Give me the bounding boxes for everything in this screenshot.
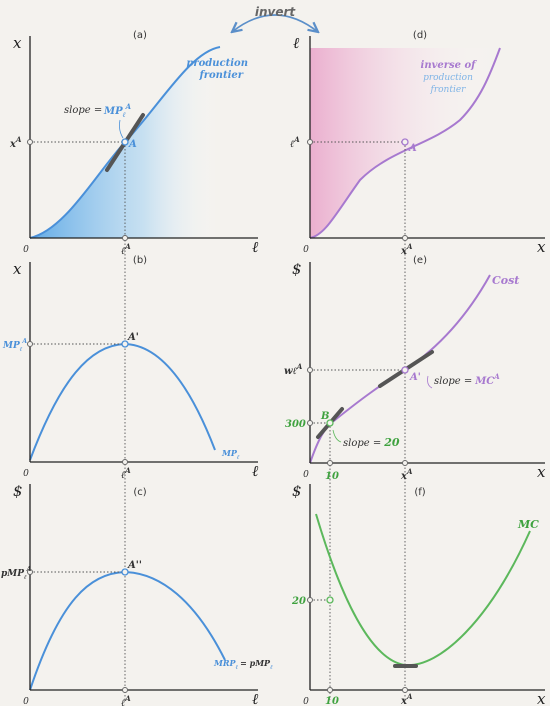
mp-curve-label: MPℓ — [221, 448, 240, 461]
panel-c-label: (c) — [133, 487, 146, 498]
point-d-marker — [402, 139, 408, 145]
panel-b-origin: 0 — [23, 469, 29, 479]
panel-e-x-tick-10-label: 10 — [325, 471, 339, 482]
point-e-a-prime-label: A' — [409, 372, 421, 383]
panel-e-x-tick-xa-label: xA — [400, 467, 413, 482]
panel-e-y-tick-300 — [308, 421, 313, 426]
panel-f-x-tick-10 — [328, 688, 333, 693]
panel-a-origin: 0 — [23, 245, 29, 255]
panel-a-y-axis-label: x — [13, 34, 22, 52]
panel-a-x-axis-label: ℓ — [252, 238, 258, 256]
panel-e-x-axis-label: x — [537, 463, 546, 481]
invert-label: invert — [255, 5, 297, 19]
cost-curve — [310, 275, 490, 463]
point-d-label: A — [408, 143, 417, 154]
panel-f-label: (f) — [414, 487, 425, 498]
panel-a-label: (a) — [133, 30, 147, 41]
panel-c-y-axis-label: $ — [13, 482, 23, 500]
panel-f-x-tick-xa-label: xA — [400, 692, 413, 706]
panel-c-x-tick — [123, 688, 128, 693]
panel-d-y-axis-label: ℓ — [293, 34, 299, 52]
panel-c-origin: 0 — [23, 697, 29, 706]
point-a-prime-label: A' — [127, 332, 139, 343]
panel-d-label: (d) — [413, 30, 427, 41]
panel-b-y-tick-label: MPℓA — [2, 338, 27, 353]
panel-f-x-axis-label: x — [537, 690, 546, 706]
slope-a-pointer — [119, 120, 123, 138]
slope-a-prime-pointer — [428, 376, 433, 388]
mp-curve — [30, 344, 215, 460]
panel-e-label: (e) — [413, 255, 427, 266]
panel-e-y-tick-300-label: 300 — [285, 419, 306, 430]
cost-curve-label: Cost — [492, 274, 519, 287]
production-frontier-label-2: frontier — [198, 70, 243, 81]
mc-curve — [316, 514, 530, 665]
panel-a: x ℓ (a) 0 production frontier slope = MP… — [9, 30, 258, 700]
panel-f: $ x (f) 0 MC 20 10 xA — [291, 482, 546, 706]
panel-d-y-tick — [308, 140, 313, 145]
panel-e-x-tick-xa — [403, 461, 408, 466]
panel-b-y-tick — [28, 342, 33, 347]
panel-f-x-tick-10-label: 10 — [325, 696, 339, 706]
panel-e-x-tick-10 — [328, 461, 333, 466]
panel-e: $ x (e) 0 Cost A' B wℓA 300 10 xA slope … — [284, 255, 546, 700]
mc-curve-label: MC — [517, 518, 539, 531]
panel-b-x-axis-label: ℓ — [252, 462, 258, 480]
slope-b-pointer — [333, 430, 341, 442]
point-a-marker — [122, 139, 128, 145]
inverse-label-3: frontier — [430, 85, 467, 95]
panel-d-x-tick-label: xA — [400, 242, 413, 257]
panel-b-y-axis-label: x — [13, 260, 22, 278]
panel-d-x-tick — [403, 236, 408, 241]
slope-b-text: slope = 20 — [343, 436, 400, 449]
inverse-label-1: inverse of — [421, 60, 478, 71]
panel-f-y-axis-label: $ — [292, 482, 302, 500]
mrp-curve — [30, 572, 225, 690]
panel-c-y-tick-label: pMPℓA — [1, 566, 32, 581]
panel-c-x-axis-label: ℓ — [252, 690, 258, 706]
point-a-label: A — [128, 139, 137, 150]
production-frontier-label-1: production — [186, 58, 248, 69]
slope-a-mp: MPℓA — [103, 102, 132, 119]
panel-b-x-tick-label: ℓA — [121, 466, 131, 481]
panel-a-x-tick — [123, 236, 128, 241]
panel-a-y-tick-label: xA — [9, 135, 22, 150]
panel-e-origin: 0 — [303, 470, 309, 480]
panel-d-x-axis-label: x — [537, 238, 546, 256]
panel-d-origin: 0 — [303, 245, 309, 255]
inverse-label-2: production — [423, 73, 473, 83]
point-a-double-prime-label: A'' — [127, 560, 142, 571]
panel-b: x ℓ (b) 0 A' MPℓA ℓA MPℓ — [2, 255, 258, 481]
panel-a-y-tick — [28, 140, 33, 145]
panel-c-x-tick-label: ℓA — [121, 694, 131, 706]
point-b-label: B — [320, 411, 329, 422]
panel-f-origin: 0 — [303, 697, 309, 706]
panel-c: $ ℓ (c) 0 A'' pMPℓA ℓA MRPℓ = pMPℓ — [1, 482, 273, 706]
invert-arrow: invert — [232, 5, 318, 32]
point-e-a-prime-marker — [402, 367, 408, 373]
panel-e-y-tick-wl-label: wℓA — [284, 362, 303, 377]
panel-b-label: (b) — [133, 255, 147, 266]
panel-f-y-tick — [308, 598, 313, 603]
point-f-marker — [327, 597, 333, 603]
panel-e-y-tick-wl — [308, 368, 313, 373]
panel-f-y-tick-label: 20 — [291, 596, 306, 607]
slope-a-text: slope = — [64, 105, 102, 116]
panel-e-y-axis-label: $ — [292, 260, 302, 278]
mrp-curve-label: MRPℓ = pMPℓ — [213, 658, 273, 671]
slope-a-prime-text: slope = MCA — [434, 372, 500, 387]
panel-d-y-tick-label: ℓA — [290, 135, 300, 150]
panel-b-x-tick — [123, 460, 128, 465]
panel-a-x-tick-label: ℓA — [121, 242, 131, 257]
